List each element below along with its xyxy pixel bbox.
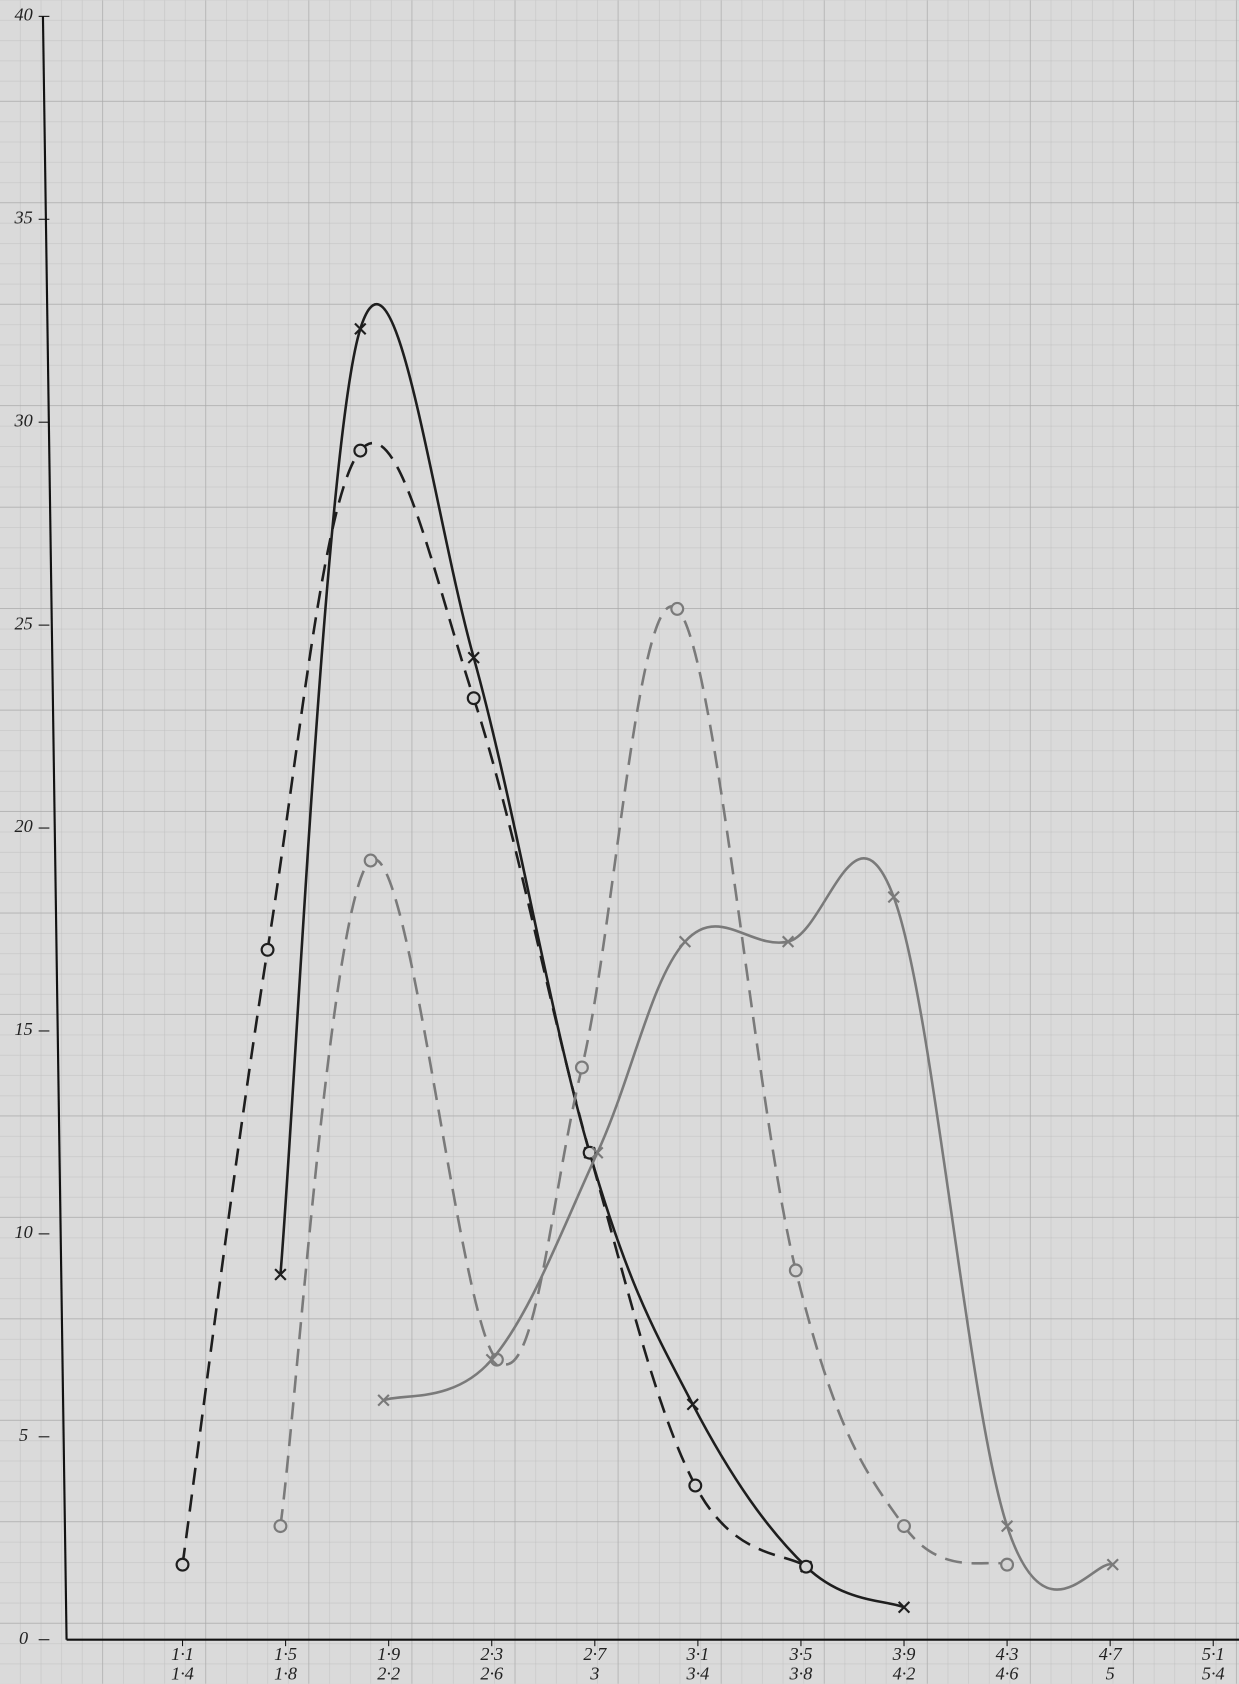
x-tick-sublabel: 2·2 (377, 1663, 400, 1683)
y-tick-label: 25 (14, 613, 32, 633)
x-tick-sublabel: 3 (589, 1663, 599, 1683)
x-tick-label: 2·3 (480, 1644, 503, 1664)
point-marker (175, 1557, 190, 1572)
point-marker (678, 935, 692, 948)
y-tick-label: 35 (13, 207, 32, 227)
x-tick-sublabel: 3·4 (685, 1663, 709, 1683)
x-tick-sublabel: 1·4 (171, 1663, 194, 1683)
y-tick-label: 40 (14, 5, 32, 25)
point-marker (1000, 1557, 1015, 1572)
point-marker (353, 443, 368, 458)
y-tick-label: 5 (19, 1425, 28, 1445)
x-tick-sublabel: 4·6 (996, 1663, 1020, 1683)
x-tick-label: 4·3 (996, 1644, 1019, 1664)
point-marker (788, 1263, 803, 1278)
y-tick-label: 30 (13, 410, 32, 430)
point-marker (574, 1060, 589, 1075)
point-marker (686, 1398, 699, 1411)
series-line (181, 441, 807, 1568)
x-tick-label: 1·9 (377, 1644, 400, 1664)
point-marker (260, 942, 275, 957)
x-tick-sublabel: 1·8 (274, 1663, 297, 1683)
point-marker (1000, 1519, 1014, 1533)
y-axis (41, 16, 68, 1640)
point-marker (485, 1353, 498, 1366)
x-tick-label: 3·9 (892, 1644, 916, 1664)
point-marker (897, 1519, 911, 1534)
point-marker (273, 1519, 288, 1534)
point-marker (897, 1601, 911, 1614)
x-tick-label: 3·1 (685, 1644, 709, 1664)
point-marker (274, 1268, 287, 1281)
y-tick-label: 10 (14, 1222, 32, 1242)
x-tick-label: 2·7 (583, 1644, 607, 1664)
x-tick-label: 3·5 (789, 1644, 813, 1664)
point-marker (466, 691, 481, 706)
x-tick-label: 1·5 (274, 1644, 297, 1664)
x-tick-sublabel: 2·6 (480, 1663, 504, 1683)
point-marker (363, 853, 378, 868)
point-marker (781, 935, 795, 948)
y-tick-label: 20 (14, 816, 32, 836)
x-tick-label: 4·7 (1099, 1644, 1123, 1664)
point-marker (354, 322, 367, 335)
x-tick-sublabel: 3·8 (789, 1663, 813, 1683)
point-marker (799, 1559, 814, 1574)
x-tick-sublabel: 4·2 (893, 1663, 916, 1683)
x-tick-label: 1·1 (171, 1644, 194, 1664)
y-tick-label: 15 (14, 1019, 32, 1039)
x-tick-sublabel: 5·4 (1202, 1663, 1225, 1683)
x-tick-sublabel: 5 (1106, 1663, 1115, 1683)
y-tick-label: 0 (19, 1628, 28, 1648)
point-marker (591, 1146, 604, 1159)
point-marker (377, 1394, 390, 1407)
x-tick-label: 5·1 (1202, 1644, 1225, 1664)
point-marker (582, 1145, 597, 1160)
series-line (279, 303, 905, 1609)
point-marker (688, 1478, 703, 1493)
point-marker (1106, 1558, 1119, 1571)
point-marker (887, 890, 900, 904)
point-marker (467, 651, 480, 664)
point-marker (670, 601, 685, 616)
